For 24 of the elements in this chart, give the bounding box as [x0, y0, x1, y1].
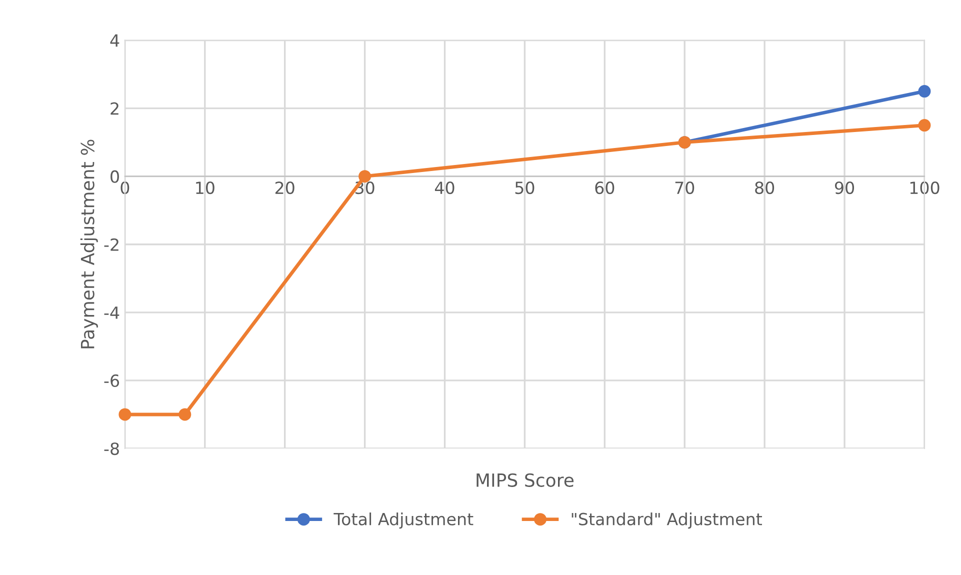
- y-tick-label: -8: [104, 442, 119, 456]
- y-tick-label: -6: [104, 374, 120, 388]
- x-tick-label: 20: [275, 181, 294, 194]
- point: [118, 408, 132, 421]
- legend-label: "Standard" Adjustment: [572, 512, 762, 529]
- x-tick-label: 50: [515, 181, 534, 194]
- x-tick-label: 10: [196, 181, 214, 194]
- y-tick-label: -2: [104, 238, 118, 251]
- legend-label: Total Adjustment: [334, 512, 474, 529]
- y-tick-label: 2: [110, 102, 118, 115]
- y-tick-label: 4: [110, 34, 120, 47]
- point: [178, 408, 192, 421]
- x-tick-label: 100: [910, 181, 940, 194]
- y-tick-label: -4: [104, 306, 120, 319]
- y-axis-title: Payment Adjustment %: [80, 140, 98, 348]
- x-tick-label: 80: [755, 181, 774, 194]
- x-axis-title: MIPS Score: [476, 473, 574, 487]
- x-tick-label: 90: [834, 181, 854, 194]
- point: [918, 119, 931, 132]
- x-tick-label: 60: [595, 181, 614, 194]
- x-tick-label: 40: [434, 181, 454, 194]
- point: [918, 85, 931, 98]
- y-tick-label: 0: [110, 170, 119, 183]
- x-tick-label: 70: [675, 181, 694, 194]
